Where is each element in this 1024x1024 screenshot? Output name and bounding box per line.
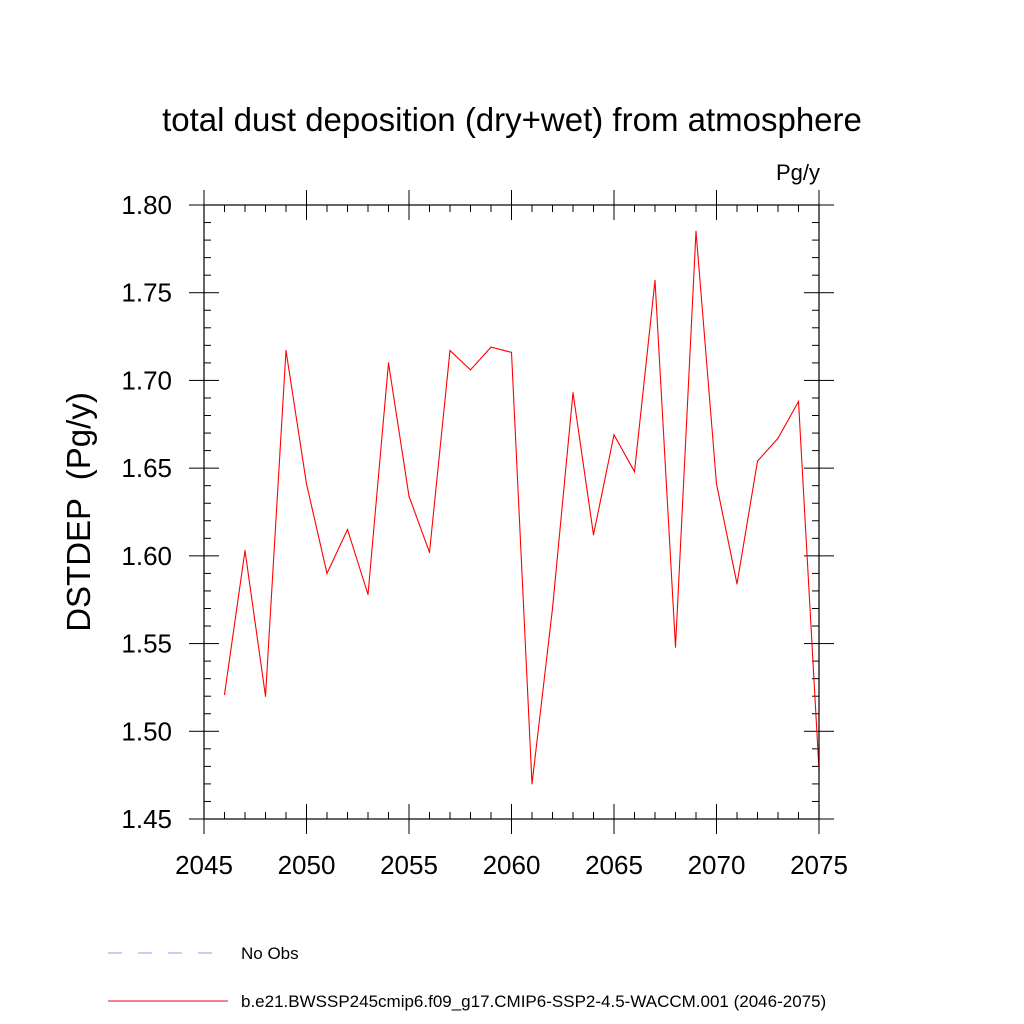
data-point [592,534,595,536]
data-point [572,392,574,394]
legend-label: No Obs [241,944,299,963]
y-tick-label: 1.75 [121,278,172,308]
series-layer [223,230,820,785]
y-tick-labels: 1.45 1.50 1.55 1.60 1.65 1.70 1.75 1.80 [121,190,172,834]
data-point [469,369,472,371]
legend-label: b.e21.BWSSP245cmip6.f09_g17.CMIP6-SSP2-4… [241,992,826,1011]
y-tick-label: 1.60 [121,541,172,571]
data-point [695,230,697,232]
data-point [326,572,328,575]
data-point [674,646,677,648]
data-point [777,437,779,439]
x-tick-label: 2060 [483,850,541,880]
data-point [428,551,431,553]
y-tick-label: 1.80 [121,190,172,220]
data-point [613,434,615,436]
data-point [264,695,267,697]
data-point [490,346,492,348]
y-tick-label: 1.65 [121,453,172,483]
data-point [736,583,738,585]
y-tick-label: 1.50 [121,716,172,746]
data-point [223,693,226,696]
units-label: Pg/y [776,160,820,185]
data-point [285,350,287,352]
data-point [346,528,349,531]
data-point [551,607,554,610]
data-point [449,350,451,352]
minor-ticks [204,205,819,819]
data-point [305,483,308,485]
x-tick-label: 2045 [175,850,233,880]
data-point [387,362,390,364]
y-axis-label: DSTDEP (Pg/y) [60,392,97,632]
x-tick-label: 2075 [790,850,848,880]
plot-frame [203,204,820,820]
series-line [223,231,820,784]
legend: No Obs b.e21.BWSSP245cmip6.f09_g17.CMIP6-… [108,944,826,1011]
data-point [756,460,759,462]
x-tick-label: 2050 [278,850,336,880]
data-point [408,495,410,497]
data-point [367,593,369,596]
data-point [244,549,246,552]
data-point [531,783,533,785]
data-point [715,483,718,485]
x-tick-label: 2070 [688,850,746,880]
data-point [510,351,513,353]
x-tick-label: 2055 [380,850,438,880]
data-point [633,471,636,473]
data-point [654,279,656,282]
x-tick-label: 2065 [585,850,643,880]
data-point [797,400,800,403]
y-tick-label: 1.45 [121,804,172,834]
y-tick-label: 1.70 [121,365,172,395]
y-tick-label: 1.55 [121,629,172,659]
major-ticks [189,190,834,834]
chart-title: total dust deposition (dry+wet) from atm… [162,101,862,138]
x-tick-labels: 2045 2050 2055 2060 2065 2070 2075 [175,850,848,880]
